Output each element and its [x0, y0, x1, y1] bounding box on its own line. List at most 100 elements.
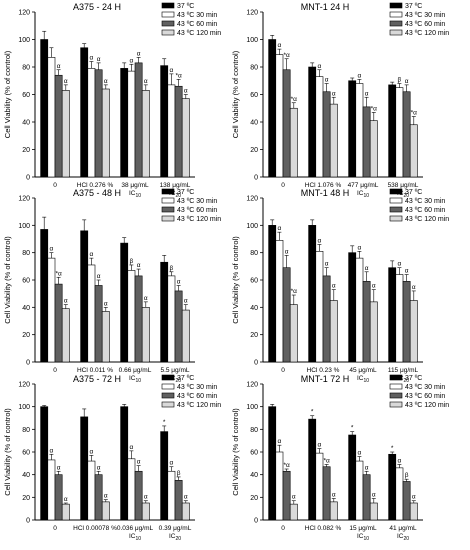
bar — [47, 459, 56, 521]
significance-mark: α — [50, 246, 54, 253]
significance-mark: α — [137, 50, 141, 57]
bar — [362, 106, 371, 178]
y-tick-label: 0 — [254, 518, 258, 525]
bar — [329, 103, 338, 178]
significance-mark: α — [278, 42, 282, 49]
y-tick-label: 0 — [26, 175, 30, 182]
significance-mark: α — [170, 460, 174, 467]
bar — [120, 68, 129, 178]
y-tick-label: 120 — [246, 10, 258, 17]
significance-mark: α — [97, 273, 101, 280]
bar — [275, 240, 284, 363]
bar — [369, 301, 378, 363]
bar — [54, 474, 63, 521]
x-tick-label: HCl 0.23 % — [307, 367, 340, 374]
significance-mark: α — [325, 261, 329, 268]
significance-mark: * — [163, 419, 166, 426]
significance-mark: α — [358, 244, 362, 251]
significance-mark: α — [365, 464, 369, 471]
x-tick-label: 0 — [281, 525, 285, 532]
bar — [101, 501, 110, 521]
significance-mark: *α — [371, 105, 378, 112]
y-tick-label: 100 — [18, 404, 30, 411]
significance-mark: α — [405, 78, 409, 85]
y-tick-label: 80 — [22, 427, 30, 434]
legend-swatch — [389, 20, 403, 27]
significance-mark: * — [351, 425, 354, 432]
y-axis-label: Cell Viability (% of control) — [231, 50, 240, 138]
bar — [362, 281, 371, 363]
x-tick-label: 0.66 μg/mL — [119, 367, 152, 374]
significance-mark: α — [365, 265, 369, 272]
legend-label: 43 ºC 60 min — [405, 21, 445, 28]
y-tick-label: 100 — [246, 404, 258, 411]
significance-mark: β — [398, 77, 402, 84]
bar — [388, 453, 397, 521]
y-tick-label: 0 — [26, 360, 30, 367]
legend-swatch — [389, 215, 403, 222]
legend-label: 43 ºC 30 min — [177, 12, 217, 19]
x-tick-label: HCl 0.011 % — [77, 367, 113, 374]
bar — [289, 107, 298, 178]
x-tick-sublabel: IC10 — [129, 190, 141, 199]
bar — [47, 57, 56, 178]
significance-mark: α — [332, 283, 336, 290]
significance-mark: α — [372, 491, 376, 498]
bar — [101, 88, 110, 178]
legend-label: 43 ºC 60 min — [177, 207, 217, 214]
x-tick-label: 38 μg/mL — [121, 182, 149, 189]
significance-mark: α — [365, 90, 369, 97]
bar — [409, 300, 418, 363]
x-tick-label: 0 — [53, 367, 57, 374]
y-tick-label: 100 — [246, 37, 258, 44]
y-tick-label: 120 — [18, 196, 30, 203]
legend-swatch — [161, 215, 175, 222]
x-tick-label: 0.036 μg/mL — [117, 525, 154, 532]
legend-label: 43 ºC 60 min — [177, 21, 217, 28]
bar — [409, 502, 418, 521]
chart-panel-3: A375 - 48 H 0 20 40 60 80 100 120 Cell Viability… — [3, 188, 221, 384]
y-tick-label: 120 — [246, 196, 258, 203]
y-tick-label: 20 — [250, 147, 258, 154]
x-tick-sublabel: IC20 — [169, 375, 181, 384]
significance-mark: β — [177, 470, 181, 477]
bar — [282, 470, 291, 521]
y-tick-label: 80 — [22, 250, 30, 257]
y-tick-label: 0 — [254, 175, 258, 182]
bar — [80, 416, 89, 521]
chart-panel-6: MNT-1 72 H 0 20 40 60 80 100 120 Cell Viability … — [231, 374, 449, 542]
y-axis-label: Cell Viability (% of control) — [3, 236, 12, 324]
bar — [134, 62, 143, 178]
legend-swatch — [389, 401, 403, 408]
significance-mark: α — [144, 295, 148, 302]
significance-mark: α — [318, 237, 322, 244]
x-tick-label: 15 μg/mL — [349, 525, 377, 532]
y-tick-label: 40 — [250, 305, 258, 312]
legend-label: 37 ºC — [177, 189, 194, 196]
y-axis-label: Cell Viability (% of control) — [231, 236, 240, 324]
y-tick-label: 80 — [250, 250, 258, 257]
significance-mark: α — [144, 494, 148, 501]
legend-label: 43 ºC 30 min — [177, 198, 217, 205]
x-tick-sublabel: IC10 — [357, 375, 369, 384]
x-tick-sublabel: IC20 — [397, 190, 409, 199]
x-tick-label: 0.39 μg/mL — [159, 525, 192, 532]
significance-mark: α — [130, 444, 134, 451]
x-tick-sublabel: IC20 — [397, 375, 409, 384]
significance-mark: α — [90, 448, 94, 455]
bar — [47, 257, 56, 363]
bar — [329, 300, 338, 363]
x-tick-label: HCl 0.276 % — [77, 182, 114, 189]
legend-label: 43 ºC 120 min — [405, 30, 449, 37]
bar — [40, 39, 49, 178]
legend-swatch — [161, 206, 175, 213]
bar — [40, 406, 49, 521]
bar — [167, 470, 176, 521]
significance-mark: *α — [55, 270, 62, 277]
bar — [289, 304, 298, 363]
legend-swatch — [389, 11, 403, 18]
x-tick-label: 115 μg/mL — [388, 367, 419, 374]
bar — [362, 474, 371, 521]
significance-mark: α — [318, 63, 322, 70]
bar — [80, 47, 89, 178]
